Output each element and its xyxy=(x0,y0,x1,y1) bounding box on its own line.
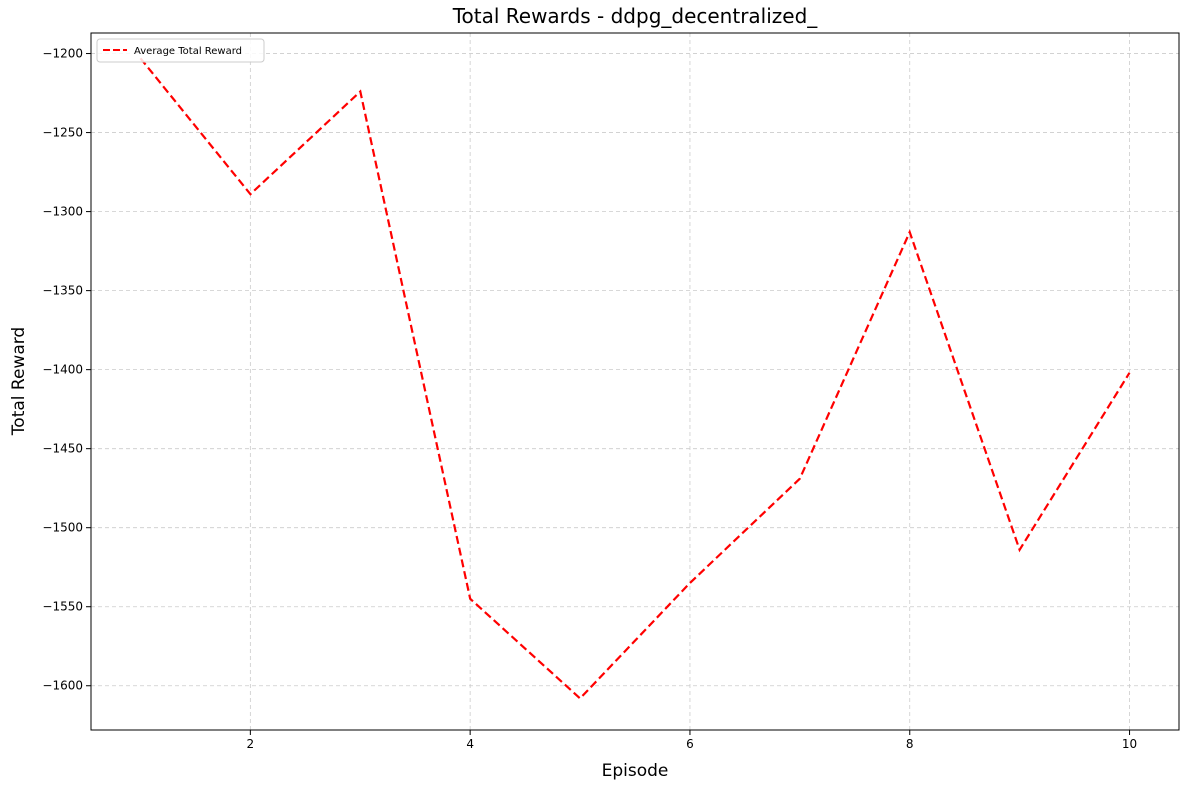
data-series xyxy=(139,57,1131,700)
legend-box xyxy=(96,38,265,63)
y-axis-ticks: −1200 −1250 −1300 −1350 −1400 −1450 −1500 −1550… xyxy=(42,47,91,693)
y-tick-label: −1250 xyxy=(42,126,83,140)
y-tick-label: −1550 xyxy=(42,600,83,614)
legend: Average Total Reward xyxy=(96,38,265,63)
y-tick-label: −1300 xyxy=(42,205,83,219)
y-tick-label: −1200 xyxy=(42,47,83,61)
x-tick-label: 6 xyxy=(686,737,694,751)
x-axis-ticks: 2 4 6 8 10 xyxy=(247,730,1137,751)
x-tick-label: 4 xyxy=(466,737,474,751)
y-tick-label: −1350 xyxy=(42,284,83,298)
y-tick-label: −1500 xyxy=(42,521,83,535)
y-tick-label: −1450 xyxy=(42,442,83,456)
y-axis-title: Total Reward xyxy=(9,327,29,436)
y-tick-label: −1400 xyxy=(42,363,83,377)
legend-label: Average Total Reward xyxy=(134,46,242,57)
x-tick-label: 2 xyxy=(247,737,255,751)
x-axis-title: Episode xyxy=(602,761,669,781)
grid xyxy=(91,33,1179,730)
plot-frame xyxy=(90,32,1180,731)
y-tick-label: −1600 xyxy=(42,679,83,693)
chart-title: Total Rewards - ddpg_decentralized_ xyxy=(452,4,819,28)
series-line xyxy=(139,57,1131,700)
x-tick-label: 8 xyxy=(906,737,914,751)
x-tick-label: 10 xyxy=(1122,737,1137,751)
